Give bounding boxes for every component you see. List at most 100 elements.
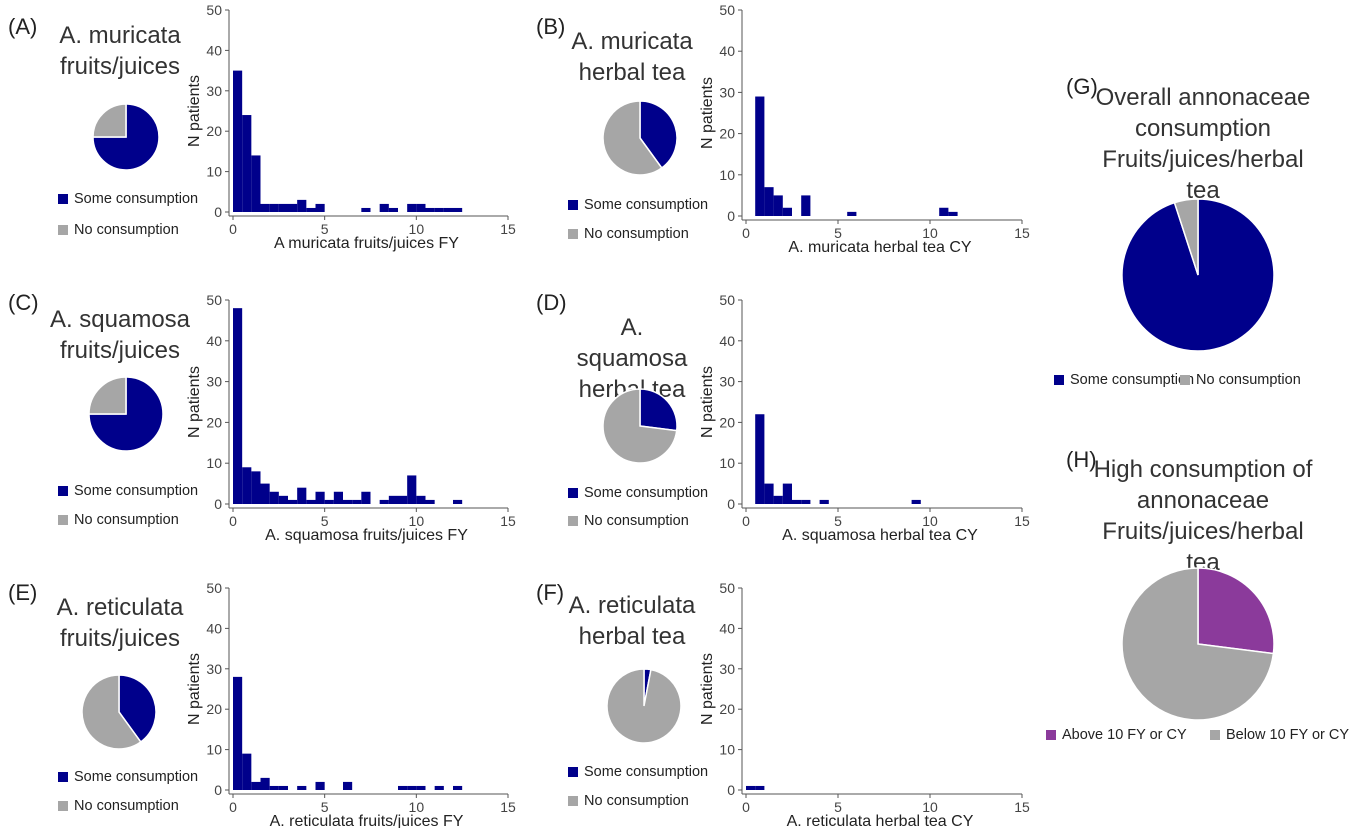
x-axis-title: A. squamosa fruits/juices FY	[265, 527, 468, 544]
pie-title-line: A. muricata	[571, 28, 693, 55]
legend-item: Some consumption	[58, 483, 198, 499]
y-axis-title: N patients	[699, 77, 716, 149]
panel-letter: (C)	[8, 290, 39, 315]
legend-swatch	[58, 515, 68, 525]
panel-letter: (F)	[536, 580, 565, 605]
pie-title-line: fruits/juices	[59, 53, 181, 80]
histogram-bar	[755, 414, 765, 504]
x-axis-title: A. squamosa herbal tea CY	[782, 527, 978, 544]
x-tick-label: 15	[1014, 799, 1030, 815]
legend-label: No consumption	[74, 512, 179, 528]
histogram-bar	[773, 195, 783, 216]
pie-title-line: Fruits/juices/herbal tea	[1102, 146, 1304, 204]
legend-item: Some consumption	[568, 197, 708, 213]
x-axis-title: A. reticulata herbal tea CY	[787, 813, 974, 828]
y-tick-label: 50	[206, 2, 222, 18]
histogram-bar	[453, 785, 463, 790]
y-axis-title: N patients	[186, 75, 203, 147]
histogram-bar	[242, 115, 252, 212]
x-axis-title: A muricata fruits/juices FY	[274, 235, 459, 252]
pie-slice	[88, 376, 127, 415]
pie-slice	[1121, 567, 1275, 721]
histogram-bar	[269, 491, 279, 504]
x-tick-label: 5	[321, 513, 329, 529]
y-tick-label: 20	[719, 701, 735, 717]
histogram-bar	[361, 491, 371, 504]
pie-slice	[606, 668, 682, 744]
legend-swatch	[568, 200, 578, 210]
histogram-bar	[416, 495, 426, 504]
y-tick-label: 50	[206, 292, 222, 308]
histogram-bar	[948, 211, 958, 216]
histogram-bar	[260, 777, 270, 790]
legend-swatch	[1054, 375, 1064, 385]
legend-item: No consumption	[568, 226, 689, 242]
histogram-bar	[773, 495, 783, 504]
legend-label: Below 10 FY or CY	[1226, 727, 1350, 743]
pie-title: A. muricata herbal tea	[562, 26, 702, 88]
y-tick-label: 30	[719, 661, 735, 677]
legend-label: Some consumption	[584, 764, 709, 780]
histogram-bar	[242, 467, 252, 504]
y-tick-label: 30	[206, 374, 222, 390]
panel-letter: (B)	[536, 14, 566, 39]
y-tick-label: 40	[206, 42, 222, 58]
histogram-bar	[306, 207, 316, 212]
legend-item: Some consumption	[1054, 372, 1194, 388]
histogram-bar	[288, 499, 298, 504]
pie-slice	[88, 376, 164, 452]
histogram-bar	[407, 203, 417, 212]
histogram-bar	[453, 207, 463, 212]
x-tick-label: 0	[229, 221, 237, 237]
y-tick-label: 40	[719, 620, 735, 636]
pie-slice	[1197, 567, 1275, 655]
histogram-bar	[260, 203, 270, 212]
legend-swatch	[1180, 375, 1190, 385]
histogram-bar	[333, 491, 343, 504]
x-tick-label: 15	[500, 513, 516, 529]
pie-title-line: herbal tea	[578, 623, 686, 650]
legend-item: Some consumption	[568, 485, 708, 501]
x-tick-label: 15	[1014, 513, 1030, 529]
x-tick-label: 10	[409, 513, 425, 529]
histogram-bar	[306, 499, 316, 504]
y-tick-label: 30	[719, 84, 735, 100]
histogram-bar	[782, 483, 792, 504]
pie-title-line: High consumption of	[1093, 456, 1313, 483]
histogram-bar	[297, 785, 307, 790]
pie-slice	[602, 388, 678, 464]
legend-label: Some consumption	[584, 197, 709, 213]
legend-label: No consumption	[74, 798, 179, 814]
histogram-bar	[278, 495, 288, 504]
legend-item: Below 10 FY or CY	[1210, 727, 1349, 743]
y-tick-label: 30	[206, 83, 222, 99]
panel-letter: (A)	[8, 14, 38, 39]
histogram-bar	[425, 207, 435, 212]
histogram-bar	[388, 495, 398, 504]
y-tick-label: 0	[727, 782, 735, 798]
panel-letter: (H)	[1066, 447, 1097, 472]
legend-swatch	[568, 516, 578, 526]
histogram-bar	[297, 199, 307, 212]
legend-swatch	[58, 486, 68, 496]
panel-letter: (E)	[8, 580, 38, 605]
histogram-bar	[443, 207, 453, 212]
pie-title-line: herbal tea	[578, 59, 686, 86]
y-tick-label: 20	[719, 126, 735, 142]
legend-swatch	[58, 194, 68, 204]
pie-slice	[1173, 198, 1199, 276]
legend-label: No consumption	[74, 222, 179, 238]
x-tick-label: 5	[834, 513, 842, 529]
histogram-bar	[251, 471, 261, 504]
y-tick-label: 0	[214, 782, 222, 798]
histogram-bar	[233, 676, 243, 790]
legend-item: No consumption	[1180, 372, 1301, 388]
y-tick-label: 20	[206, 123, 222, 139]
histogram-bar	[278, 785, 288, 790]
legend-label: Some consumption	[74, 483, 199, 499]
y-tick-label: 40	[719, 333, 735, 349]
legend-label: Some consumption	[1070, 372, 1195, 388]
x-tick-label: 0	[742, 225, 750, 241]
x-tick-label: 5	[321, 221, 329, 237]
